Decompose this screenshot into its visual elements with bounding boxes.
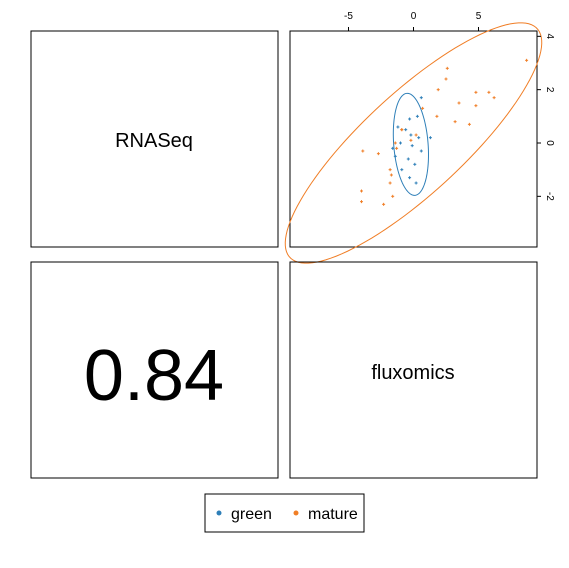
point-mature-10 [435, 114, 439, 118]
x-tick-label-0: -5 [344, 11, 353, 22]
scatter-points [360, 58, 529, 206]
panel-bottom-right-frame [289, 261, 538, 479]
point-mature-19 [395, 146, 399, 150]
point-mature-16 [409, 138, 413, 142]
y-tick-label-2: 2 [544, 87, 555, 93]
legend: green mature [204, 493, 365, 533]
point-mature-6 [436, 88, 440, 92]
point-mature-2 [444, 77, 448, 81]
point-mature-12 [467, 122, 471, 126]
panel-label-rnaseq: RNASeq [115, 130, 193, 152]
point-mature-4 [487, 90, 491, 94]
legend-label-green: green [231, 506, 272, 523]
point-mature-14 [414, 133, 418, 137]
point-green-17 [391, 146, 395, 150]
point-mature-23 [360, 189, 363, 193]
point-mature-21 [389, 173, 393, 177]
point-mature-7 [457, 101, 461, 105]
ellipse-mature [284, 22, 543, 264]
ellipse-green [392, 92, 429, 196]
point-mature-22 [388, 181, 392, 185]
point-green-10 [419, 149, 423, 153]
panel-top-left-frame [30, 30, 279, 248]
y-tick-label-3: 4 [544, 34, 555, 40]
point-mature-27 [400, 128, 404, 132]
point-mature-15 [393, 141, 397, 145]
point-mature-17 [361, 149, 365, 153]
point-green-2 [408, 117, 412, 121]
y-tick-label-0: -2 [544, 192, 555, 201]
point-green-1 [415, 114, 419, 118]
point-green-9 [410, 144, 414, 148]
point-green-6 [417, 136, 421, 140]
x-axis-top: -5 0 5 [344, 11, 482, 31]
point-mature-5 [492, 96, 496, 100]
point-mature-26 [391, 194, 395, 198]
panel-top-left: RNASeq [30, 30, 279, 248]
y-tick-label-1: 0 [544, 140, 555, 146]
ellipses [284, 22, 543, 264]
point-green-12 [406, 157, 410, 161]
point-mature-24 [360, 200, 363, 204]
panel-bottom-left: 0.84 [30, 261, 279, 479]
legend-label-mature: mature [308, 506, 358, 523]
x-tick-label-1: 0 [411, 11, 417, 22]
point-green-3 [396, 125, 400, 129]
point-mature-11 [453, 120, 457, 124]
point-mature-25 [382, 202, 386, 206]
point-green-14 [400, 168, 404, 172]
legend-swatch-mature [293, 510, 299, 516]
point-mature-18 [376, 152, 380, 156]
point-green-15 [408, 176, 412, 180]
legend-box [204, 493, 365, 533]
point-mature-3 [474, 90, 478, 94]
point-mature-20 [388, 168, 392, 172]
panel-bottom-right: fluxomics [289, 261, 538, 479]
point-green-0 [419, 96, 423, 100]
point-mature-8 [474, 104, 478, 108]
legend-swatch-green [216, 510, 222, 516]
point-green-7 [428, 136, 432, 140]
point-mature-9 [421, 106, 425, 110]
panel-bottom-left-frame [30, 261, 279, 479]
point-green-5 [409, 133, 413, 137]
correlation-value: 0.84 [84, 336, 224, 416]
point-mature-0 [525, 58, 529, 62]
panel-scatter: -5 0 5 -2 0 2 4 [284, 11, 555, 264]
scatter-frame [289, 30, 538, 248]
point-green-4 [404, 128, 408, 132]
x-tick-label-2: 5 [476, 11, 482, 22]
point-green-11 [393, 154, 397, 158]
point-green-16 [414, 181, 418, 185]
panel-label-fluxomics: fluxomics [371, 362, 454, 384]
point-mature-1 [445, 66, 449, 70]
point-green-13 [413, 162, 417, 166]
y-axis-right: -2 0 2 4 [537, 34, 555, 201]
point-green-8 [399, 141, 402, 145]
